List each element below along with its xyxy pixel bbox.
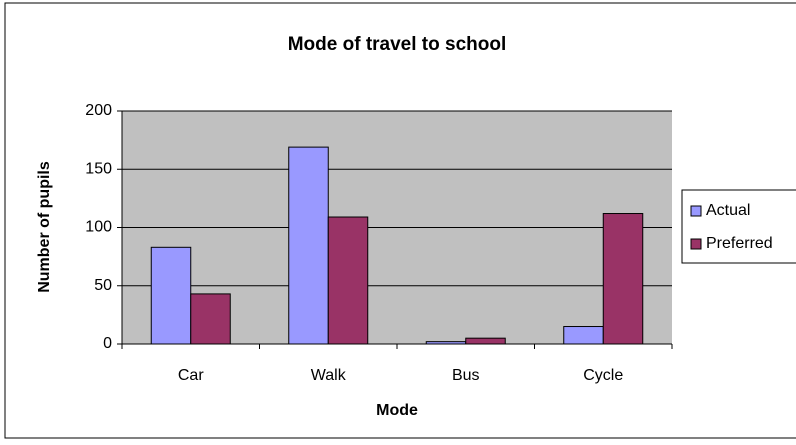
chart-title: Mode of travel to school [288, 34, 507, 55]
bar [150, 246, 192, 345]
legend-label: Preferred [706, 235, 773, 252]
bar [465, 337, 506, 345]
bar [425, 341, 467, 345]
y-tick-label: 150 [85, 160, 112, 177]
y-axis-label: Number of pupils [36, 161, 53, 293]
y-tick-label: 200 [85, 102, 112, 119]
y-tick-label: 100 [85, 219, 112, 236]
x-tick-label: Bus [452, 367, 480, 384]
bar [327, 216, 369, 345]
bar [602, 213, 644, 345]
legend [681, 189, 796, 264]
legend-swatch [690, 205, 702, 217]
bar [563, 326, 604, 345]
y-tick-label: 0 [103, 335, 112, 352]
bar [190, 293, 231, 345]
x-tick-label: Walk [311, 367, 347, 384]
legend-swatch [690, 238, 702, 250]
y-tick-label: 50 [94, 277, 112, 294]
legend-label: Actual [706, 202, 750, 219]
x-tick-label: Car [178, 367, 204, 384]
x-tick-label: Cycle [583, 367, 623, 384]
x-axis-label: Mode [376, 402, 418, 419]
bar [288, 146, 329, 345]
